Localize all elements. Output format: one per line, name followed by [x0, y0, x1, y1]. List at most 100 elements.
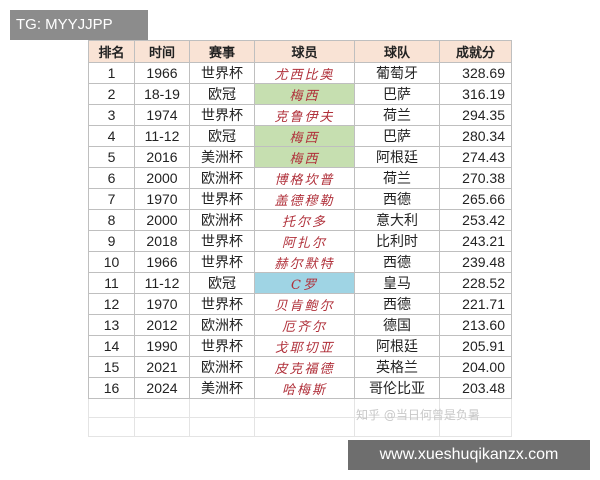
table-cell: 盖德穆勒: [254, 188, 355, 210]
table-cell: 1966: [134, 251, 190, 273]
table-cell: 228.52: [439, 272, 512, 294]
table-cell: 德国: [354, 314, 440, 336]
blank-cell: [88, 417, 135, 437]
table-cell: 274.43: [439, 146, 512, 168]
table-row: 5 2016 美洲杯 梅西 阿根廷 274.43: [88, 146, 512, 168]
watermark: TG: MYYJJPP: [10, 10, 148, 40]
table-cell: 意大利: [354, 209, 440, 231]
blank-cell: [254, 398, 355, 418]
table-cell: 239.48: [439, 251, 512, 273]
table-row: 4 11-12 欧冠 梅西 巴萨 280.34: [88, 125, 512, 147]
table-cell: 巴萨: [354, 83, 440, 105]
table-cell: 阿扎尔: [254, 230, 355, 252]
blank-cell: [254, 417, 355, 437]
header-cell: 成就分: [439, 40, 512, 63]
table-row: 10 1966 世界杯 赫尔默特 西德 239.48: [88, 251, 512, 273]
table-cell: 265.66: [439, 188, 512, 210]
table-row: 3 1974 世界杯 克鲁伊夫 荷兰 294.35: [88, 104, 512, 126]
table-cell: 12: [88, 293, 135, 315]
table-cell: 西德: [354, 293, 440, 315]
table-cell: 世界杯: [189, 335, 255, 357]
table-row: 12 1970 世界杯 贝肯鲍尔 西德 221.71: [88, 293, 512, 315]
table-cell: 梅西: [254, 83, 355, 105]
table-cell: 13: [88, 314, 135, 336]
table-cell: 11-12: [134, 272, 190, 294]
table-cell: 托尔多: [254, 209, 355, 231]
blank-cell: [189, 398, 255, 418]
table-cell: 280.34: [439, 125, 512, 147]
table-cell: 西德: [354, 188, 440, 210]
table-cell: 阿根廷: [354, 146, 440, 168]
table-cell: 9: [88, 230, 135, 252]
table-cell: 2000: [134, 209, 190, 231]
table-cell: 赫尔默特: [254, 251, 355, 273]
table-cell: 253.42: [439, 209, 512, 231]
table-cell: 7: [88, 188, 135, 210]
table-cell: 博格坎普: [254, 167, 355, 189]
table-cell: 221.71: [439, 293, 512, 315]
table-cell: 美洲杯: [189, 377, 255, 399]
table-cell: 2012: [134, 314, 190, 336]
table-cell: 荷兰: [354, 104, 440, 126]
table-cell: 美洲杯: [189, 146, 255, 168]
table-row: 13 2012 欧洲杯 厄齐尔 德国 213.60: [88, 314, 512, 336]
table-cell: 欧洲杯: [189, 167, 255, 189]
table-cell: 世界杯: [189, 230, 255, 252]
blank-cell: [134, 398, 190, 418]
table-cell: 哥伦比亚: [354, 377, 440, 399]
table-cell: 328.69: [439, 62, 512, 84]
score-table: 排名 时间 赛事 球员 球队 成就分 1 1966 世界杯 尤西比奥 葡萄牙 328.69 2 18-1…: [88, 40, 512, 437]
blank-cell: [88, 398, 135, 418]
table-cell: 243.21: [439, 230, 512, 252]
table-row: 16 2024 美洲杯 哈梅斯 哥伦比亚 203.48: [88, 377, 512, 399]
table-cell: 厄齐尔: [254, 314, 355, 336]
table-cell: 3: [88, 104, 135, 126]
table-cell: 15: [88, 356, 135, 378]
header-cell: 排名: [88, 40, 135, 63]
table-cell: 葡萄牙: [354, 62, 440, 84]
table-row: 15 2021 欧洲杯 皮克福德 英格兰 204.00: [88, 356, 512, 378]
table-cell: 10: [88, 251, 135, 273]
table-cell: 2018: [134, 230, 190, 252]
table-cell: 294.35: [439, 104, 512, 126]
table-cell: 巴萨: [354, 125, 440, 147]
table-cell: 1990: [134, 335, 190, 357]
blank-cell: [189, 417, 255, 437]
table-row: 9 2018 世界杯 阿扎尔 比利时 243.21: [88, 230, 512, 252]
table-cell: 204.00: [439, 356, 512, 378]
table-cell: 2016: [134, 146, 190, 168]
table-cell: 6: [88, 167, 135, 189]
table-cell: 213.60: [439, 314, 512, 336]
table-cell: 14: [88, 335, 135, 357]
table-cell: 哈梅斯: [254, 377, 355, 399]
table-cell: 1974: [134, 104, 190, 126]
table-cell: 世界杯: [189, 251, 255, 273]
table-cell: 西德: [354, 251, 440, 273]
blank-row: [88, 417, 512, 437]
table-cell: 2: [88, 83, 135, 105]
table-row: 14 1990 世界杯 戈耶切亚 阿根廷 205.91: [88, 335, 512, 357]
table-cell: 4: [88, 125, 135, 147]
table-cell: 1970: [134, 293, 190, 315]
table-cell: 欧洲杯: [189, 314, 255, 336]
table-row: 7 1970 世界杯 盖德穆勒 西德 265.66: [88, 188, 512, 210]
table-row: 11 11-12 欧冠 C罗 皇马 228.52: [88, 272, 512, 294]
header-row: 排名 时间 赛事 球员 球队 成就分: [88, 40, 512, 63]
table-cell: 贝肯鲍尔: [254, 293, 355, 315]
table-cell: 皮克福德: [254, 356, 355, 378]
table-row: 1 1966 世界杯 尤西比奥 葡萄牙 328.69: [88, 62, 512, 84]
table-cell: 世界杯: [189, 62, 255, 84]
table-cell: 2021: [134, 356, 190, 378]
table-cell: 1966: [134, 62, 190, 84]
table-cell: 欧洲杯: [189, 356, 255, 378]
table-row: 6 2000 欧洲杯 博格坎普 荷兰 270.38: [88, 167, 512, 189]
table-cell: 8: [88, 209, 135, 231]
table-cell: 16: [88, 377, 135, 399]
blank-row: [88, 398, 512, 418]
table-cell: 1: [88, 62, 135, 84]
site-watermark: www.xueshuqikanzx.com: [348, 440, 590, 470]
table-cell: 比利时: [354, 230, 440, 252]
table-cell: 18-19: [134, 83, 190, 105]
table-cell: 11: [88, 272, 135, 294]
